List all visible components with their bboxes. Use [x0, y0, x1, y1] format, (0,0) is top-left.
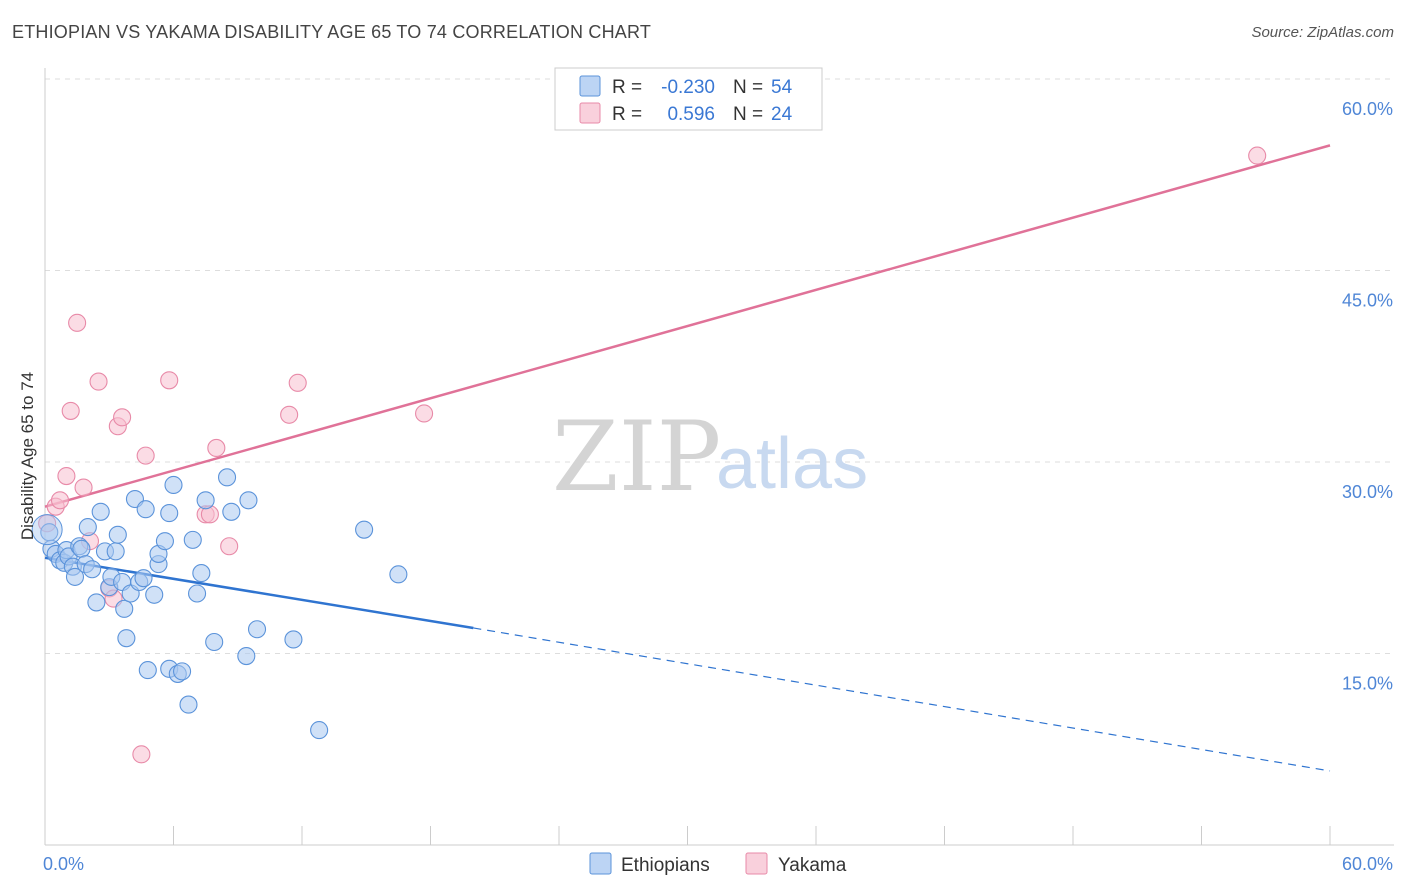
ethiopian-point — [91, 502, 110, 521]
bottom-legend-swatch-ethiopians — [589, 852, 612, 875]
ethiopian-trendline-projection — [473, 627, 1331, 772]
ethiopian-point — [136, 500, 155, 519]
ethiopian-point — [78, 518, 97, 537]
tick-labels: 15.0% 30.0% 45.0% 60.0% 0.0% 60.0% — [43, 99, 1393, 874]
yakama-point — [136, 446, 155, 465]
yakama-point — [57, 466, 76, 486]
points-layer — [31, 146, 1267, 764]
ethiopian-point — [106, 542, 125, 561]
watermark-atlas: atlas — [716, 424, 868, 504]
legend-n-label-ethiopians: N = — [733, 77, 763, 98]
y-tick-label: 15.0% — [1342, 674, 1393, 694]
ethiopian-point — [164, 475, 183, 495]
yakama-point — [50, 491, 70, 510]
yakama-point — [207, 438, 226, 458]
ethiopian-point — [134, 569, 153, 588]
yakama-point — [288, 373, 307, 392]
ethiopian-point — [83, 560, 102, 579]
ethiopian-point — [205, 632, 224, 652]
axes-layer — [44, 68, 1394, 846]
ethiopian-point — [196, 491, 215, 510]
chart-title: ETHIOPIAN VS YAKAMA DISABILITY AGE 65 TO… — [12, 22, 652, 42]
grid-layer — [44, 78, 1394, 845]
ethiopian-point — [65, 567, 85, 586]
yakama-point — [89, 372, 108, 391]
legend-r-label-yakama: R = — [612, 104, 642, 125]
yakama-point — [1248, 146, 1267, 165]
ethiopian-point — [138, 661, 157, 680]
ethiopian-point — [284, 630, 303, 649]
ethiopian-point — [108, 525, 127, 544]
ethiopian-point — [117, 629, 136, 648]
ethiopian-point — [155, 532, 174, 551]
ethiopian-point — [145, 585, 164, 604]
legend-swatch-ethiopians — [579, 75, 601, 97]
series-legend: Ethiopians Yakama — [589, 852, 847, 876]
legend-swatch-yakama — [579, 102, 601, 124]
legend-r-value-yakama: 0.596 — [667, 104, 715, 125]
bottom-legend-label-ethiopians: Ethiopians — [621, 855, 710, 876]
yakama-trendline — [44, 144, 1331, 508]
yakama-point — [113, 408, 132, 427]
legend-r-label-ethiopians: R = — [612, 77, 642, 98]
ethiopian-point — [72, 539, 91, 558]
yakama-point — [415, 404, 434, 423]
watermark: ZIP atlas — [552, 401, 868, 513]
bottom-legend-swatch-yakama — [745, 852, 768, 875]
ethiopian-point — [173, 662, 192, 681]
ethiopian-point — [183, 530, 202, 549]
ethiopian-point — [389, 565, 408, 584]
yakama-point — [68, 313, 87, 332]
ethiopian-point — [188, 584, 207, 603]
legend-r-value-ethiopians: -0.230 — [661, 77, 715, 98]
legend-n-label-yakama: N = — [733, 104, 763, 125]
y-tick-label: 60.0% — [1342, 99, 1393, 119]
y-tick-label: 45.0% — [1342, 291, 1393, 311]
yakama-point — [280, 405, 299, 424]
legend-n-value-yakama: 24 — [771, 104, 793, 125]
yakama-point — [220, 537, 239, 556]
bottom-legend-label-yakama: Yakama — [778, 855, 847, 876]
yakama-point — [74, 478, 93, 497]
ethiopian-point — [222, 502, 241, 521]
ethiopian-point — [179, 695, 198, 714]
ethiopian-point — [247, 620, 267, 639]
ethiopian-point — [115, 599, 134, 618]
ethiopian-point — [310, 721, 329, 740]
ethiopian-point — [217, 468, 237, 487]
ethiopian-point — [355, 520, 374, 539]
x-tick-label: 60.0% — [1342, 854, 1393, 874]
ethiopian-point — [87, 593, 106, 612]
ethiopian-point — [160, 504, 179, 523]
chart-source: Source: ZipAtlas.com — [1251, 24, 1394, 41]
ethiopian-point-cluster — [31, 514, 63, 546]
ethiopian-point — [237, 647, 256, 666]
yakama-point — [61, 401, 80, 420]
y-axis-label: Disability Age 65 to 74 — [18, 372, 37, 540]
ethiopian-point — [192, 564, 211, 583]
watermark-zip: ZIP — [552, 401, 721, 513]
correlation-legend: R = -0.230 N = 54 R = 0.596 N = 24 — [554, 67, 823, 131]
legend-n-value-ethiopians: 54 — [771, 77, 793, 98]
yakama-point — [160, 371, 179, 390]
y-tick-label: 30.0% — [1342, 482, 1393, 502]
x-tick-label: 0.0% — [43, 854, 84, 874]
ethiopian-point — [239, 491, 258, 510]
yakama-point — [132, 745, 151, 764]
